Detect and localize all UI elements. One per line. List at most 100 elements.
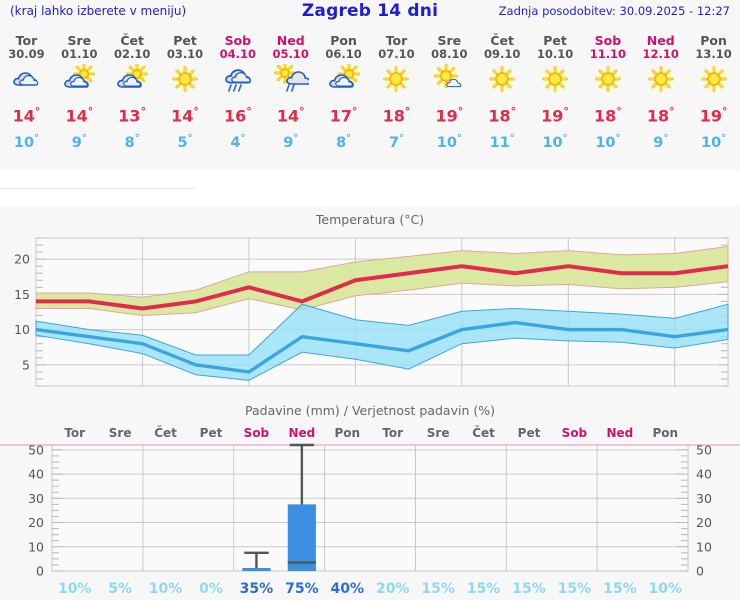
sunny-icon xyxy=(370,64,423,100)
day-max-temp: 14° xyxy=(276,105,305,126)
temp-y-tick-label: 20 xyxy=(14,252,30,267)
gap-divider xyxy=(0,188,195,189)
day-min-temp: 5° xyxy=(177,133,193,151)
day-date: 30.09 xyxy=(8,47,45,61)
precip-probability-label: 40% xyxy=(331,581,365,597)
day-max-temp: 14° xyxy=(171,105,199,126)
precip-bar xyxy=(242,568,271,571)
forecast-day-column: Čet 02.10 13° 8° xyxy=(106,26,159,170)
precip-y-tick-label-left: 30 xyxy=(28,491,44,506)
precip-day-label: Čet xyxy=(472,425,495,440)
day-name: Čet xyxy=(120,33,144,48)
forecast-day-column: Ned 12.10 18° 9° xyxy=(634,26,687,170)
day-date: 01.10 xyxy=(61,47,98,61)
precip-day-label: Ned xyxy=(606,426,633,440)
temperature-plot: 5101520vreme.us xyxy=(14,237,729,387)
day-min-temp: 10° xyxy=(595,133,621,151)
forecast-day-column: Ned 05.10 14° 9° xyxy=(264,26,317,170)
precip-probability-label: 15% xyxy=(558,581,592,597)
day-min-temp: 9° xyxy=(653,133,669,151)
temperature-chart: Temperatura (°C) 5101520vreme.us xyxy=(0,206,740,398)
day-name: Tor xyxy=(15,33,38,48)
day-name: Pon xyxy=(330,33,357,48)
day-max-temp: 18° xyxy=(594,105,622,126)
partly-cloudy-icon xyxy=(53,64,106,100)
day-min-temp: 10° xyxy=(436,133,462,151)
precip-day-label: Tor xyxy=(64,426,85,440)
forecast-day-column: Sob 11.10 18° 10° xyxy=(581,26,634,170)
forecast-day-column: Tor 30.09 14° 10° xyxy=(0,26,53,170)
precip-day-label: Pet xyxy=(200,426,223,440)
day-max-temp: 19° xyxy=(435,105,464,126)
sun-small-cloud-icon xyxy=(423,64,476,100)
forecast-day-column: Tor 07.10 18° 7° xyxy=(370,26,423,170)
day-min-temp: 9° xyxy=(283,133,299,151)
day-date: 05.10 xyxy=(272,47,309,61)
day-name: Sob xyxy=(594,33,622,48)
day-max-temp: 18° xyxy=(488,105,517,126)
day-min-temp: 7° xyxy=(388,133,404,151)
precip-day-label: Sob xyxy=(244,426,270,440)
precip-y-tick-label-right: 40 xyxy=(696,467,712,482)
forecast-day-column: Sre 08.10 19° 10° xyxy=(423,26,476,170)
day-max-temp: 19° xyxy=(541,105,569,126)
last-updated-text: Zadnja posodobitev: 30.09.2025 - 12:27 xyxy=(498,4,730,18)
precip-probability-label: 15% xyxy=(467,581,501,597)
day-date: 09.10 xyxy=(483,47,521,61)
sunny-icon xyxy=(159,64,212,100)
day-min-temp: 9° xyxy=(71,133,87,151)
precip-bar xyxy=(287,504,316,571)
day-date: 04.10 xyxy=(219,47,257,61)
precip-probability-label: 20% xyxy=(376,581,410,597)
precip-day-label: Pon xyxy=(334,426,360,440)
precip-day-label: Sre xyxy=(427,426,450,440)
day-date: 02.10 xyxy=(113,47,151,61)
precip-y-tick-label-right: 0 xyxy=(696,564,704,579)
day-date: 10.10 xyxy=(536,47,574,61)
max-temperature-line xyxy=(36,264,729,311)
forecast-day-column: Pet 10.10 19° 10° xyxy=(529,26,582,170)
day-min-temp: 10° xyxy=(13,133,39,151)
partly-cloudy-icon xyxy=(317,64,370,100)
day-date: 03.10 xyxy=(166,47,204,61)
day-name: Ned xyxy=(646,33,675,48)
temp-y-tick-label: 15 xyxy=(14,287,30,302)
day-name: Čet xyxy=(490,33,514,48)
day-date: 13.10 xyxy=(695,47,732,61)
temperature-chart-title: Temperatura (°C) xyxy=(315,212,425,227)
day-max-temp: 17° xyxy=(329,105,358,126)
precip-probability-label: 10% xyxy=(58,581,92,597)
precip-day-label: Ned xyxy=(288,426,315,440)
precip-probability-label: 15% xyxy=(512,581,546,597)
precip-probability-label: 10% xyxy=(649,581,683,597)
precip-day-label: Pet xyxy=(518,426,541,440)
day-name: Sob xyxy=(224,33,252,48)
forecast-day-columns: Tor 30.09 14° 10° Sre 01.10 14° 9° Čet 02.10 13° 8°… xyxy=(0,26,740,170)
precip-day-label: Tor xyxy=(382,426,403,440)
precip-probability-label: 0% xyxy=(199,581,223,597)
precip-y-tick-label-right: 50 xyxy=(696,442,712,457)
day-min-temp: 11° xyxy=(489,133,515,151)
day-max-temp: 14° xyxy=(12,105,41,126)
partly-cloudy-icon xyxy=(106,64,159,100)
precip-probability-label: 35% xyxy=(240,581,274,597)
precipitation-chart-title: Padavine (mm) / Verjetnost padavin (%) xyxy=(245,403,495,418)
precip-y-tick-label-right: 20 xyxy=(696,515,712,530)
forecast-day-column: Sre 01.10 14° 9° xyxy=(53,26,106,170)
day-date: 11.10 xyxy=(589,47,627,61)
menu-hint-text: (kraj lahko izberete v meniju) xyxy=(10,4,187,18)
sun-rain-icon xyxy=(264,64,317,100)
precip-day-label: Sob xyxy=(562,426,588,440)
precip-probability-label: 10% xyxy=(149,581,183,597)
day-name: Pet xyxy=(543,33,567,48)
day-min-temp: 4° xyxy=(230,133,246,151)
temp-y-tick-label: 10 xyxy=(14,322,30,337)
day-min-temp: 10° xyxy=(542,133,568,151)
day-max-temp: 19° xyxy=(699,105,728,126)
forecast-day-column: Pon 13.10 19° 10° xyxy=(687,26,740,170)
day-max-temp: 14° xyxy=(65,105,94,126)
forecast-day-column: Pon 06.10 17° 8° xyxy=(317,26,370,170)
day-min-temp: 10° xyxy=(701,133,727,151)
temp-y-tick-label: 5 xyxy=(22,357,30,372)
precip-y-tick-label-right: 10 xyxy=(696,539,712,554)
